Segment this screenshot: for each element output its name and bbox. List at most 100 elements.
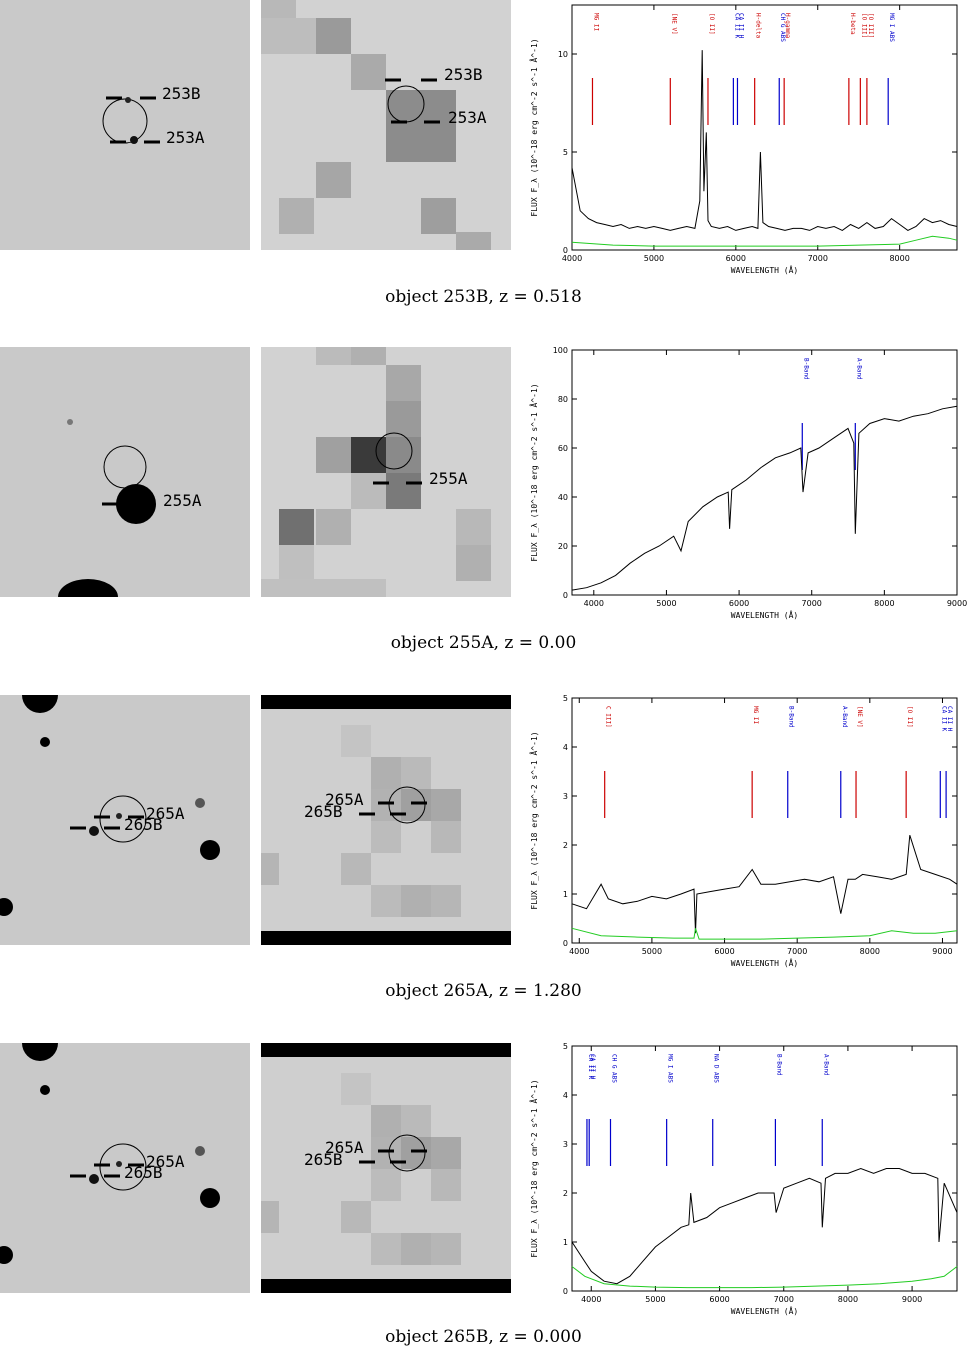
spectral-line-label: CA II H — [589, 1054, 596, 1080]
spectral-line-label: CH G ABS — [611, 1054, 618, 1083]
spectral-line-label: [NE V] — [670, 13, 677, 35]
series-noise — [571, 235, 958, 247]
series-spectrum — [571, 1167, 958, 1285]
spectral-line-label: H-beta — [849, 13, 856, 35]
spectral-line-label: CH G ABS — [779, 13, 786, 42]
spectral-line-label: CA II K — [733, 13, 740, 39]
optical-image-svg: 253B 253A — [102, 84, 205, 147]
y-tick-label: 5 — [563, 148, 568, 157]
plot-frame — [571, 349, 958, 596]
xray-image-svg: 255A — [261, 347, 491, 597]
x-tick-label: 4000 — [569, 947, 589, 956]
spectral-line-label: [NE V] — [856, 706, 863, 728]
series-noise — [571, 927, 958, 940]
xray-label: 265A — [325, 790, 364, 809]
xray-image-svg: 265A 265B — [261, 695, 511, 945]
source-circle — [102, 98, 148, 144]
spectral-line-label: MG II — [752, 706, 759, 724]
spectrum-chart: 4000 5000 6000 7000 8000 9000 0 20 40 60 80 100 WAVE… — [527, 345, 967, 620]
spectral-line-label: [O II] — [708, 13, 715, 35]
x-axis-label: WAVELENGTH (Å) — [731, 1305, 798, 1316]
spectral-line-label: C III] — [605, 706, 612, 728]
x-tick-label: 8000 — [838, 1295, 858, 1304]
y-axis-label: FLUX F_λ (10^-18 erg cm^-2 s^-1 Å^-1) — [528, 1079, 539, 1257]
spectral-line-label: B-Band — [802, 358, 809, 380]
series-noise — [571, 1266, 958, 1289]
spectral-line-label: MG I ABS — [667, 1054, 674, 1083]
xray-image: 253B 253A — [261, 0, 511, 250]
x-tick-label: 7000 — [774, 1295, 794, 1304]
spectral-line-label: A-Band — [855, 358, 862, 380]
x-tick-label: 8000 — [874, 599, 894, 608]
source-circle — [99, 1143, 147, 1191]
optical-label: 265A — [146, 804, 185, 823]
xray-label: 265B — [304, 1150, 343, 1169]
star-marker — [125, 97, 131, 103]
spectral-line-label: CA II H — [946, 706, 953, 732]
optical-image: 265A 265B — [0, 1043, 250, 1293]
x-tick-label: 7000 — [808, 254, 828, 263]
x-tick-label: 8000 — [860, 947, 880, 956]
plot-frame — [571, 1045, 958, 1292]
y-tick-label: 80 — [558, 395, 568, 404]
y-tick-label: 0 — [563, 246, 568, 255]
optical-label: 265B — [124, 1163, 163, 1182]
x-tick-label: 9000 — [947, 599, 967, 608]
y-tick-label: 5 — [563, 694, 568, 703]
optical-image-svg: 265A 265B — [0, 695, 220, 916]
y-tick-label: 3 — [563, 1140, 568, 1149]
optical-label: 255A — [163, 491, 202, 510]
y-tick-label: 0 — [563, 591, 568, 600]
xray-image-svg: 253B 253A — [261, 0, 491, 250]
optical-image: 255A — [0, 347, 250, 597]
y-axis-label: FLUX F_λ (10^-18 erg cm^-2 s^-1 Å^-1) — [528, 731, 539, 909]
x-tick-label: 9000 — [902, 1295, 922, 1304]
spectral-line-label: CA II K — [587, 1054, 594, 1080]
plot-frame — [571, 697, 958, 944]
y-tick-label: 100 — [553, 346, 568, 355]
xray-label: 253A — [448, 108, 487, 127]
y-tick-label: 1 — [563, 1238, 568, 1247]
xray-label: 265A — [325, 1138, 364, 1157]
optical-image: 253B 253A — [0, 0, 250, 250]
y-tick-label: 3 — [563, 792, 568, 801]
plot-frame — [571, 4, 958, 251]
xray-image: 265A 265B — [261, 695, 511, 945]
y-axis-label: FLUX F_λ (10^-18 erg cm^-2 s^-1 Å^-1) — [528, 383, 539, 561]
xray-image: 265A 265B — [261, 1043, 511, 1293]
spectral-line-label: H-delta — [755, 13, 762, 39]
x-tick-label: 5000 — [656, 599, 676, 608]
xray-label: 255A — [429, 469, 468, 488]
optical-label: 253A — [166, 128, 205, 147]
y-tick-label: 4 — [563, 743, 568, 752]
figure-caption: object 253B, z = 0.518 — [385, 287, 582, 307]
figure-caption: object 255A, z = 0.00 — [390, 633, 577, 653]
y-tick-label: 2 — [563, 841, 568, 850]
y-tick-label: 0 — [563, 939, 568, 948]
spectrum-chart: 4000 5000 6000 7000 8000 9000 0 1 2 3 4 5 WAVELENGTH… — [527, 1041, 958, 1316]
spectrum-chart: 4000 5000 6000 7000 8000 0 5 10 WAVELENGTH (Å) FL… — [527, 0, 958, 275]
xray-label: 265B — [304, 802, 343, 821]
x-tick-label: 5000 — [642, 947, 662, 956]
x-axis-label: WAVELENGTH (Å) — [731, 609, 798, 620]
y-tick-label: 20 — [558, 542, 568, 551]
x-axis-label: WAVELENGTH (Å) — [731, 264, 798, 275]
x-tick-label: 5000 — [645, 1295, 665, 1304]
star-marker — [130, 136, 138, 144]
spectral-line-label: A-Band — [822, 1054, 829, 1076]
y-axis-label: FLUX F_λ (10^-18 erg cm^-2 s^-1 Å^-1) — [528, 38, 539, 216]
spectral-line-label: NA D ABS — [713, 1054, 720, 1083]
y-tick-label: 0 — [563, 1287, 568, 1296]
spectral-line-label: MG I ABS — [888, 13, 895, 42]
x-tick-label: 6000 — [709, 1295, 729, 1304]
series-spectrum — [571, 50, 958, 231]
spectral-line-label: CA II H — [737, 13, 744, 39]
source-circle — [388, 786, 426, 824]
xray-image: 255A — [261, 347, 511, 597]
x-tick-label: 8000 — [889, 254, 909, 263]
y-tick-label: 40 — [558, 493, 568, 502]
source-circle — [388, 1134, 426, 1172]
figure-caption: object 265A, z = 1.280 — [385, 981, 582, 1001]
spectral-line-label: B-Band — [775, 1054, 782, 1076]
spectrum-chart: 4000 5000 6000 7000 8000 9000 0 1 2 3 4 5 WAVELENGTH… — [527, 693, 958, 968]
